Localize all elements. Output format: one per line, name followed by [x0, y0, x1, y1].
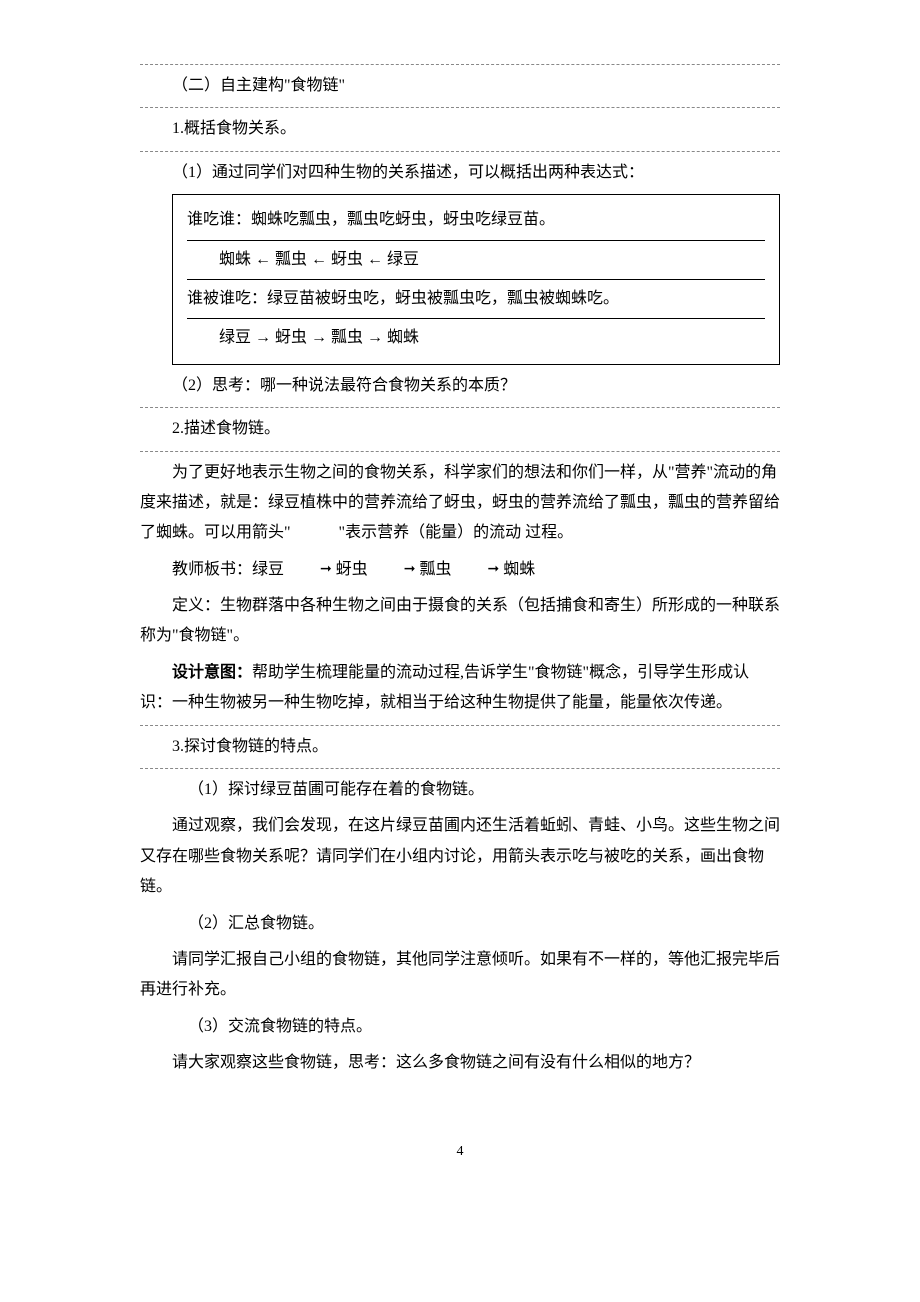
arrow-right-icon: ➞ — [288, 557, 332, 584]
design-paragraph: 设计意图：帮助学生梳理能量的流动过程,告诉学生"食物链"概念，引导学生形成认识：… — [140, 658, 780, 719]
divider-line — [140, 107, 780, 108]
arrow-right-icon: ➞ — [456, 557, 500, 584]
page-number: 4 — [140, 1139, 780, 1166]
paragraph-1-2: （2）思考：哪一种说法最符合食物关系的本质？ — [140, 371, 780, 401]
desc-para1-text: 为了更好地表示生物之间的食物关系，科学家们的想法和你们一样，从"营养"流动的角度… — [140, 464, 780, 542]
board-label: 教师板书： — [172, 561, 252, 578]
box-line-1: 谁吃谁：蜘蛛吃瓢虫，瓢虫吃蚜虫，蚜虫吃绿豆苗。 — [187, 205, 765, 235]
box-chain-2: 绿豆 → 蚜虫 → 瓢虫 → 蜘蛛 — [187, 323, 765, 353]
paragraph-3-2-body: 请同学汇报自己小组的食物链，其他同学注意倾听。如果有不一样的，等他汇报完毕后再进… — [140, 945, 780, 1006]
board-line: 教师板书：绿豆 ➞ 蚜虫 ➞ 瓢虫 ➞ 蜘蛛 — [140, 555, 780, 585]
paragraph-3-3-body: 请大家观察这些食物链，思考：这么多食物链之间有没有什么相似的地方？ — [140, 1048, 780, 1078]
relation-box: 谁吃谁：蜘蛛吃瓢虫，瓢虫吃蚜虫，蚜虫吃绿豆苗。 蜘蛛 ← 瓢虫 ← 蚜虫 ← 绿… — [172, 194, 780, 365]
board-item-3: 瓢虫 — [420, 561, 452, 578]
heading-1-3: 3.探讨食物链的特点。 — [140, 732, 780, 762]
board-item-2: 蚜虫 — [336, 561, 368, 578]
heading-1-1: 1.概括食物关系。 — [140, 114, 780, 144]
divider-line — [140, 768, 780, 769]
divider-line — [140, 407, 780, 408]
design-label: 设计意图： — [172, 664, 252, 681]
box-inner-divider — [187, 240, 765, 241]
board-item-1: 绿豆 — [252, 561, 284, 578]
divider-line — [140, 451, 780, 452]
box-chain-1: 蜘蛛 ← 瓢虫 ← 蚜虫 ← 绿豆 — [187, 245, 765, 275]
arrow-right-icon: ➞ — [372, 557, 416, 584]
definition-paragraph: 定义：生物群落中各种生物之间由于摄食的关系（包括捕食和寄生）所形成的一种联系称为… — [140, 591, 780, 652]
box-inner-divider — [187, 279, 765, 280]
divider-line — [140, 64, 780, 65]
sub-heading-3-1: （1）探讨绿豆苗圃可能存在着的食物链。 — [140, 775, 780, 805]
sub-heading-3-2: （2）汇总食物链。 — [140, 909, 780, 939]
box-inner-divider — [187, 318, 765, 319]
section-heading-2: （二）自主建构"食物链" — [140, 71, 780, 101]
document-page: （二）自主建构"食物链" 1.概括食物关系。 （1）通过同学们对四种生物的关系描… — [70, 0, 850, 1205]
board-item-4: 蜘蛛 — [503, 561, 535, 578]
sub-heading-3-3: （3）交流食物链的特点。 — [140, 1012, 780, 1042]
paragraph-3-1-body: 通过观察，我们会发现，在这片绿豆苗圃内还生活着蚯蚓、青蛙、小鸟。这些生物之间又存… — [140, 811, 780, 902]
box-line-2: 谁被谁吃：绿豆苗被蚜虫吃，蚜虫被瓢虫吃，瓢虫被蜘蛛吃。 — [187, 284, 765, 314]
divider-line — [140, 151, 780, 152]
paragraph-1-1: （1）通过同学们对四种生物的关系描述，可以概括出两种表达式： — [140, 158, 780, 188]
divider-line — [140, 725, 780, 726]
heading-1-2: 2.描述食物链。 — [140, 414, 780, 444]
desc-paragraph-1: 为了更好地表示生物之间的食物关系，科学家们的想法和你们一样，从"营养"流动的角度… — [140, 458, 780, 549]
